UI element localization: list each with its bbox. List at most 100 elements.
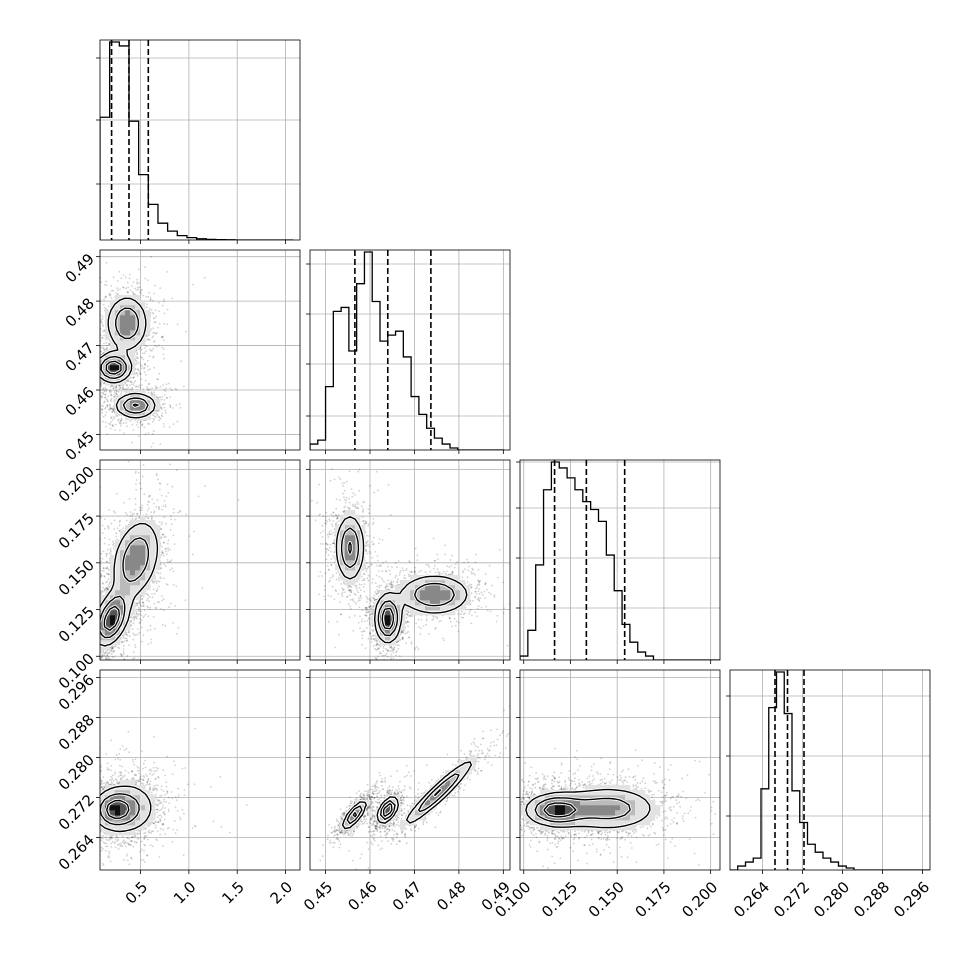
sample-point bbox=[93, 624, 95, 626]
sample-point bbox=[124, 638, 126, 640]
sample-point bbox=[104, 662, 106, 664]
sample-point bbox=[106, 284, 108, 286]
sample-point bbox=[95, 378, 97, 380]
axes-frame bbox=[100, 40, 300, 240]
sample-point bbox=[174, 605, 176, 607]
sample-point bbox=[91, 361, 93, 363]
sample-point bbox=[131, 383, 133, 385]
sample-point bbox=[83, 639, 85, 641]
sample-point bbox=[90, 624, 92, 626]
sample-point bbox=[113, 400, 115, 402]
sample-point bbox=[106, 667, 108, 669]
sample-point bbox=[87, 641, 89, 643]
x-tick-label-p3: 0.272 bbox=[770, 878, 813, 921]
sample-point bbox=[93, 628, 95, 630]
sample-point bbox=[93, 628, 95, 630]
sample-point bbox=[113, 396, 115, 398]
density-cell bbox=[120, 340, 125, 345]
sample-point bbox=[120, 277, 122, 279]
sample-point bbox=[144, 347, 146, 349]
sample-point bbox=[85, 368, 87, 370]
sample-point bbox=[161, 396, 163, 398]
sample-point bbox=[149, 368, 151, 370]
sample-point bbox=[137, 604, 139, 606]
sample-point bbox=[140, 347, 142, 349]
sample-point bbox=[92, 631, 94, 633]
sample-point bbox=[153, 356, 155, 358]
sample-point bbox=[100, 553, 102, 555]
sample-point bbox=[125, 422, 127, 424]
sample-point bbox=[139, 384, 141, 386]
sample-point bbox=[164, 407, 166, 409]
sample-point bbox=[95, 628, 97, 630]
sample-point bbox=[97, 591, 99, 593]
sample-point bbox=[138, 362, 140, 364]
sample-point bbox=[93, 363, 95, 365]
sample-point bbox=[98, 337, 100, 339]
sample-point bbox=[144, 266, 146, 268]
sample-point bbox=[93, 556, 95, 558]
sample-point bbox=[102, 591, 104, 593]
sample-point bbox=[91, 647, 93, 649]
sample-point bbox=[159, 397, 161, 399]
sample-point bbox=[147, 370, 149, 372]
sample-point bbox=[151, 328, 153, 330]
sample-point bbox=[123, 502, 125, 504]
sample-point bbox=[79, 640, 81, 642]
sample-point bbox=[158, 302, 160, 304]
sample-point bbox=[109, 295, 111, 297]
sample-point bbox=[88, 626, 90, 628]
sample-point bbox=[88, 378, 90, 380]
sample-point bbox=[144, 352, 146, 354]
sample-point bbox=[140, 615, 142, 617]
sample-point bbox=[106, 389, 108, 391]
sample-point bbox=[86, 593, 88, 595]
sample-point bbox=[166, 583, 168, 585]
sample-point bbox=[90, 381, 92, 383]
sample-point bbox=[95, 637, 97, 639]
sample-point bbox=[141, 620, 143, 622]
sample-point bbox=[163, 340, 165, 342]
sample-point bbox=[161, 495, 163, 497]
sample-point bbox=[87, 630, 89, 632]
sample-point bbox=[108, 526, 110, 528]
sample-point bbox=[81, 645, 83, 647]
sample-point bbox=[139, 632, 141, 634]
sample-point bbox=[107, 405, 109, 407]
sample-point bbox=[143, 493, 145, 495]
sample-point bbox=[137, 369, 139, 371]
sample-point bbox=[116, 536, 118, 538]
sample-point bbox=[179, 403, 181, 405]
sample-point bbox=[157, 588, 159, 590]
sample-point bbox=[105, 397, 107, 399]
sample-point bbox=[94, 389, 96, 391]
sample-point bbox=[149, 629, 151, 631]
sample-point bbox=[105, 658, 107, 660]
sample-point bbox=[102, 389, 104, 391]
sample-point bbox=[109, 539, 111, 541]
sample-point bbox=[141, 384, 143, 386]
sample-point bbox=[145, 374, 147, 376]
sample-point bbox=[92, 637, 94, 639]
sample-point bbox=[96, 359, 98, 361]
sample-point bbox=[160, 573, 162, 575]
sample-point bbox=[95, 604, 97, 606]
sample-point bbox=[150, 299, 152, 301]
sample-point bbox=[91, 379, 93, 381]
density-cell bbox=[125, 340, 130, 345]
sample-point bbox=[86, 627, 88, 629]
sample-point bbox=[170, 519, 172, 521]
sample-point bbox=[164, 500, 166, 502]
sample-point bbox=[156, 346, 158, 348]
sample-point bbox=[105, 414, 107, 416]
sample-point bbox=[154, 345, 156, 347]
sample-point bbox=[144, 367, 146, 369]
sample-point bbox=[75, 600, 77, 602]
sample-point bbox=[91, 642, 93, 644]
sample-point bbox=[105, 281, 107, 283]
sample-point bbox=[172, 298, 174, 300]
sample-point bbox=[136, 282, 138, 284]
sample-point bbox=[161, 347, 163, 349]
sample-point bbox=[127, 632, 129, 634]
sample-point bbox=[101, 574, 103, 576]
